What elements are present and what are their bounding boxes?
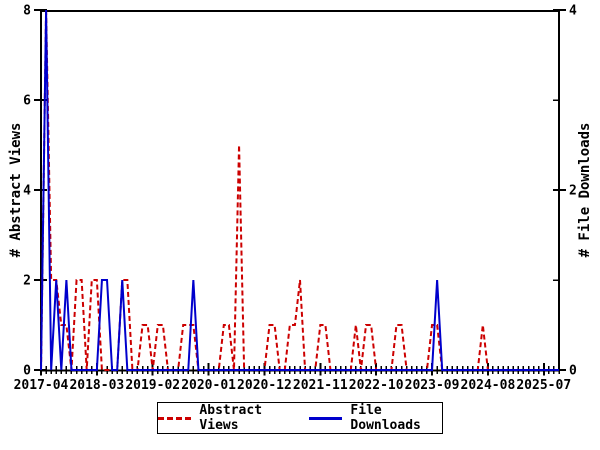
x-tick-label: 2023-09 — [405, 378, 460, 393]
y-axis-left-title: # Abstract Views — [8, 122, 24, 258]
legend-label-abstract-views: Abstract Views — [199, 403, 263, 433]
file-downloads-line-swatch — [309, 416, 343, 420]
y-right-tick-label: 2 — [569, 184, 577, 199]
abstract-views-dash-swatch — [158, 416, 192, 420]
x-tick-label: 2019-02 — [125, 378, 180, 393]
series-line-file-downloads — [40, 9, 559, 371]
x-tick-label: 2025-07 — [516, 378, 571, 393]
y-left-tick-label: 6 — [23, 94, 31, 109]
y-axis-right-title: # File Downloads — [577, 122, 593, 258]
y-left-tick-label: 2 — [23, 274, 31, 289]
x-tick-label: 2024-08 — [461, 378, 516, 393]
x-tick-label: 2021-11 — [293, 378, 348, 393]
legend: Abstract Views File Downloads — [157, 402, 443, 434]
y-left-tick-label: 8 — [23, 4, 31, 19]
y-right-tick-label: 4 — [569, 4, 577, 19]
x-tick-label: 2020-12 — [237, 378, 292, 393]
legend-label-file-downloads: File Downloads — [350, 403, 421, 433]
y-right-tick-label: 0 — [569, 364, 577, 379]
series-line-abstract-views — [40, 9, 559, 371]
y-left-tick-label: 0 — [23, 364, 31, 379]
x-tick-label: 2022-10 — [349, 378, 404, 393]
x-tick-label: 2017-04 — [14, 378, 69, 393]
y-left-tick-label: 4 — [23, 184, 31, 199]
x-tick-label: 2020-01 — [181, 378, 236, 393]
x-tick-label: 2018-03 — [69, 378, 124, 393]
